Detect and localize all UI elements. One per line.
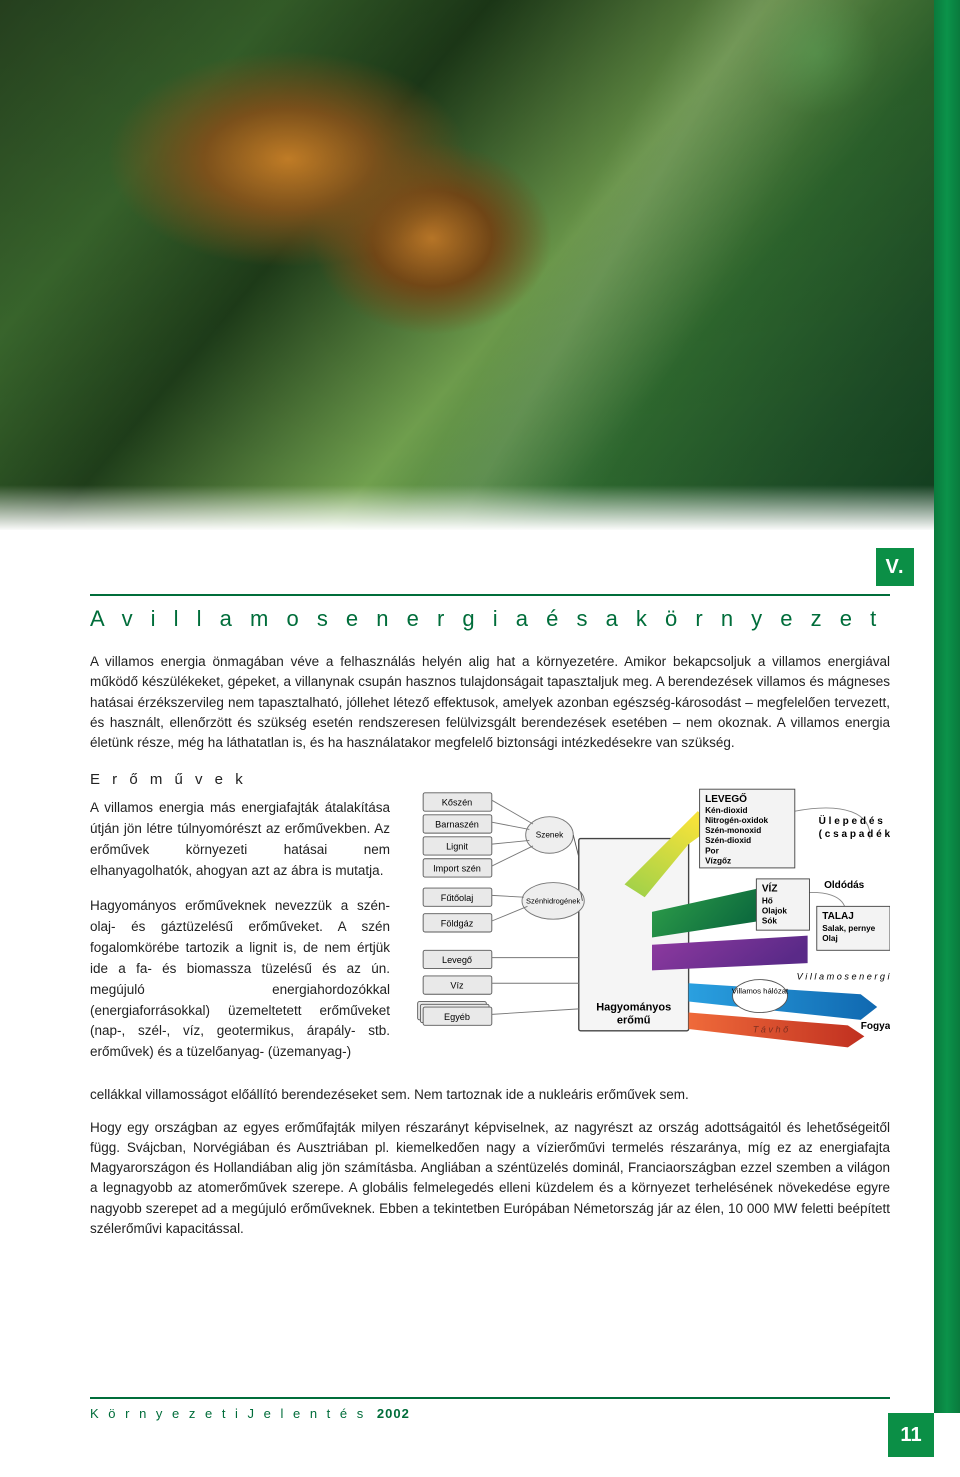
elec-net-oval: [733, 980, 788, 1013]
input-label: Fűtőolaj: [441, 893, 474, 903]
emission-item: Olajok: [762, 907, 788, 916]
flow-diagram: Hagyományos erőmű Kőszén Barnaszén Lignit I…: [414, 771, 890, 1071]
powerplant-label-2: erőmű: [617, 1015, 651, 1027]
footer-text: K ö r n y e z e t i J e l e n t é s 2002: [90, 1406, 410, 1421]
emission-item: Olaj: [822, 934, 838, 943]
emission-item: Nitrogén-oxidok: [705, 816, 768, 825]
emission-item: Hő: [762, 897, 773, 906]
emission-item: Szén-dioxid: [705, 836, 751, 845]
title-rule: [90, 594, 890, 596]
two-column-row: E r ő m ű v e k A villamos energia más e…: [90, 771, 890, 1071]
tavho-label: T á v h ő: [753, 1025, 789, 1035]
subsection-heading: E r ő m ű v e k: [90, 771, 390, 788]
input-label: Kőszén: [442, 798, 473, 808]
input-label: Import szén: [433, 864, 481, 874]
powerplant-label-1: Hagyományos: [596, 1002, 671, 1014]
sub-p1: A villamos energia más energiafajták áta…: [90, 798, 390, 882]
input-label: Lignit: [446, 842, 468, 852]
after-diagram-text: cellákkal villamosságot előállító berend…: [90, 1085, 890, 1239]
ulep-1: Ü l e p e d é s: [819, 814, 884, 827]
left-column: E r ő m ű v e k A villamos energia más e…: [90, 771, 390, 1071]
emissions: LEVEGŐ Kén-dioxidNitrogén-oxidokSzén-mon…: [700, 789, 890, 950]
page-number: 11: [888, 1413, 934, 1457]
emission-item: Vízgőz: [705, 857, 731, 866]
air-title: LEVEGŐ: [705, 792, 747, 805]
sub-p4: Hogy egy országban az egyes erőműfajták …: [90, 1118, 890, 1240]
emission-item: Szén-monoxid: [705, 826, 761, 835]
hero-image: [0, 0, 960, 530]
page-title: A v i l l a m o s e n e r g i a é s a k …: [90, 606, 890, 632]
emission-item: Sók: [762, 917, 778, 926]
emission-item: Por: [705, 847, 720, 856]
page: V. A v i l l a m o s e n e r g i a é s a…: [0, 0, 960, 1477]
footer-rule: [90, 1397, 890, 1399]
side-strip: [934, 0, 960, 1477]
ulep-2: ( c s a p a d é k ): [819, 829, 890, 840]
input-boxes: Kőszén Barnaszén Lignit Import szén Fűtőolaj…: [418, 793, 492, 1026]
water-title: VÍZ: [762, 882, 778, 895]
emission-item: Salak, pernye: [822, 924, 875, 933]
elec-net-label: Villamos hálózat: [732, 987, 789, 996]
szenek-label: Szenek: [536, 831, 564, 840]
sub-p2: Hagyományos erőműveknek nevezzük a szén-…: [90, 896, 390, 1063]
hero-fade: [0, 485, 960, 531]
emission-item: Kén-dioxid: [705, 806, 747, 815]
intro-paragraph: A villamos energia önmagában véve a felh…: [90, 652, 890, 753]
fogyaszto-label: Fogyasztó: [861, 1021, 890, 1032]
footer-year: 2002: [377, 1406, 410, 1421]
soil-title: TALAJ: [822, 911, 854, 922]
content: A v i l l a m o s e n e r g i a é s a k …: [90, 594, 890, 1251]
input-label: Barnaszén: [435, 820, 479, 830]
sub-p3: cellákkal villamosságot előállító berend…: [90, 1085, 890, 1105]
oldodas-label: Oldódás: [824, 880, 865, 891]
diagram-svg: Hagyományos erőmű Kőszén Barnaszén Lignit I…: [414, 771, 890, 1071]
input-label: Egyéb: [444, 1012, 470, 1022]
villamos-energia-label: V i l l a m o s e n e r g i a: [797, 972, 890, 982]
input-label: Víz: [450, 981, 464, 991]
input-label: Földgáz: [441, 919, 474, 929]
intro-text: A villamos energia önmagában véve a felh…: [90, 652, 890, 753]
footer-label: K ö r n y e z e t i J e l e n t é s: [90, 1406, 366, 1421]
section-badge: V.: [876, 548, 914, 586]
szenhidrogen-label: Szénhidrogének: [526, 897, 580, 906]
fuel-circles: Szenek Szénhidrogének: [492, 800, 584, 1014]
input-label: Levegő: [442, 955, 472, 965]
